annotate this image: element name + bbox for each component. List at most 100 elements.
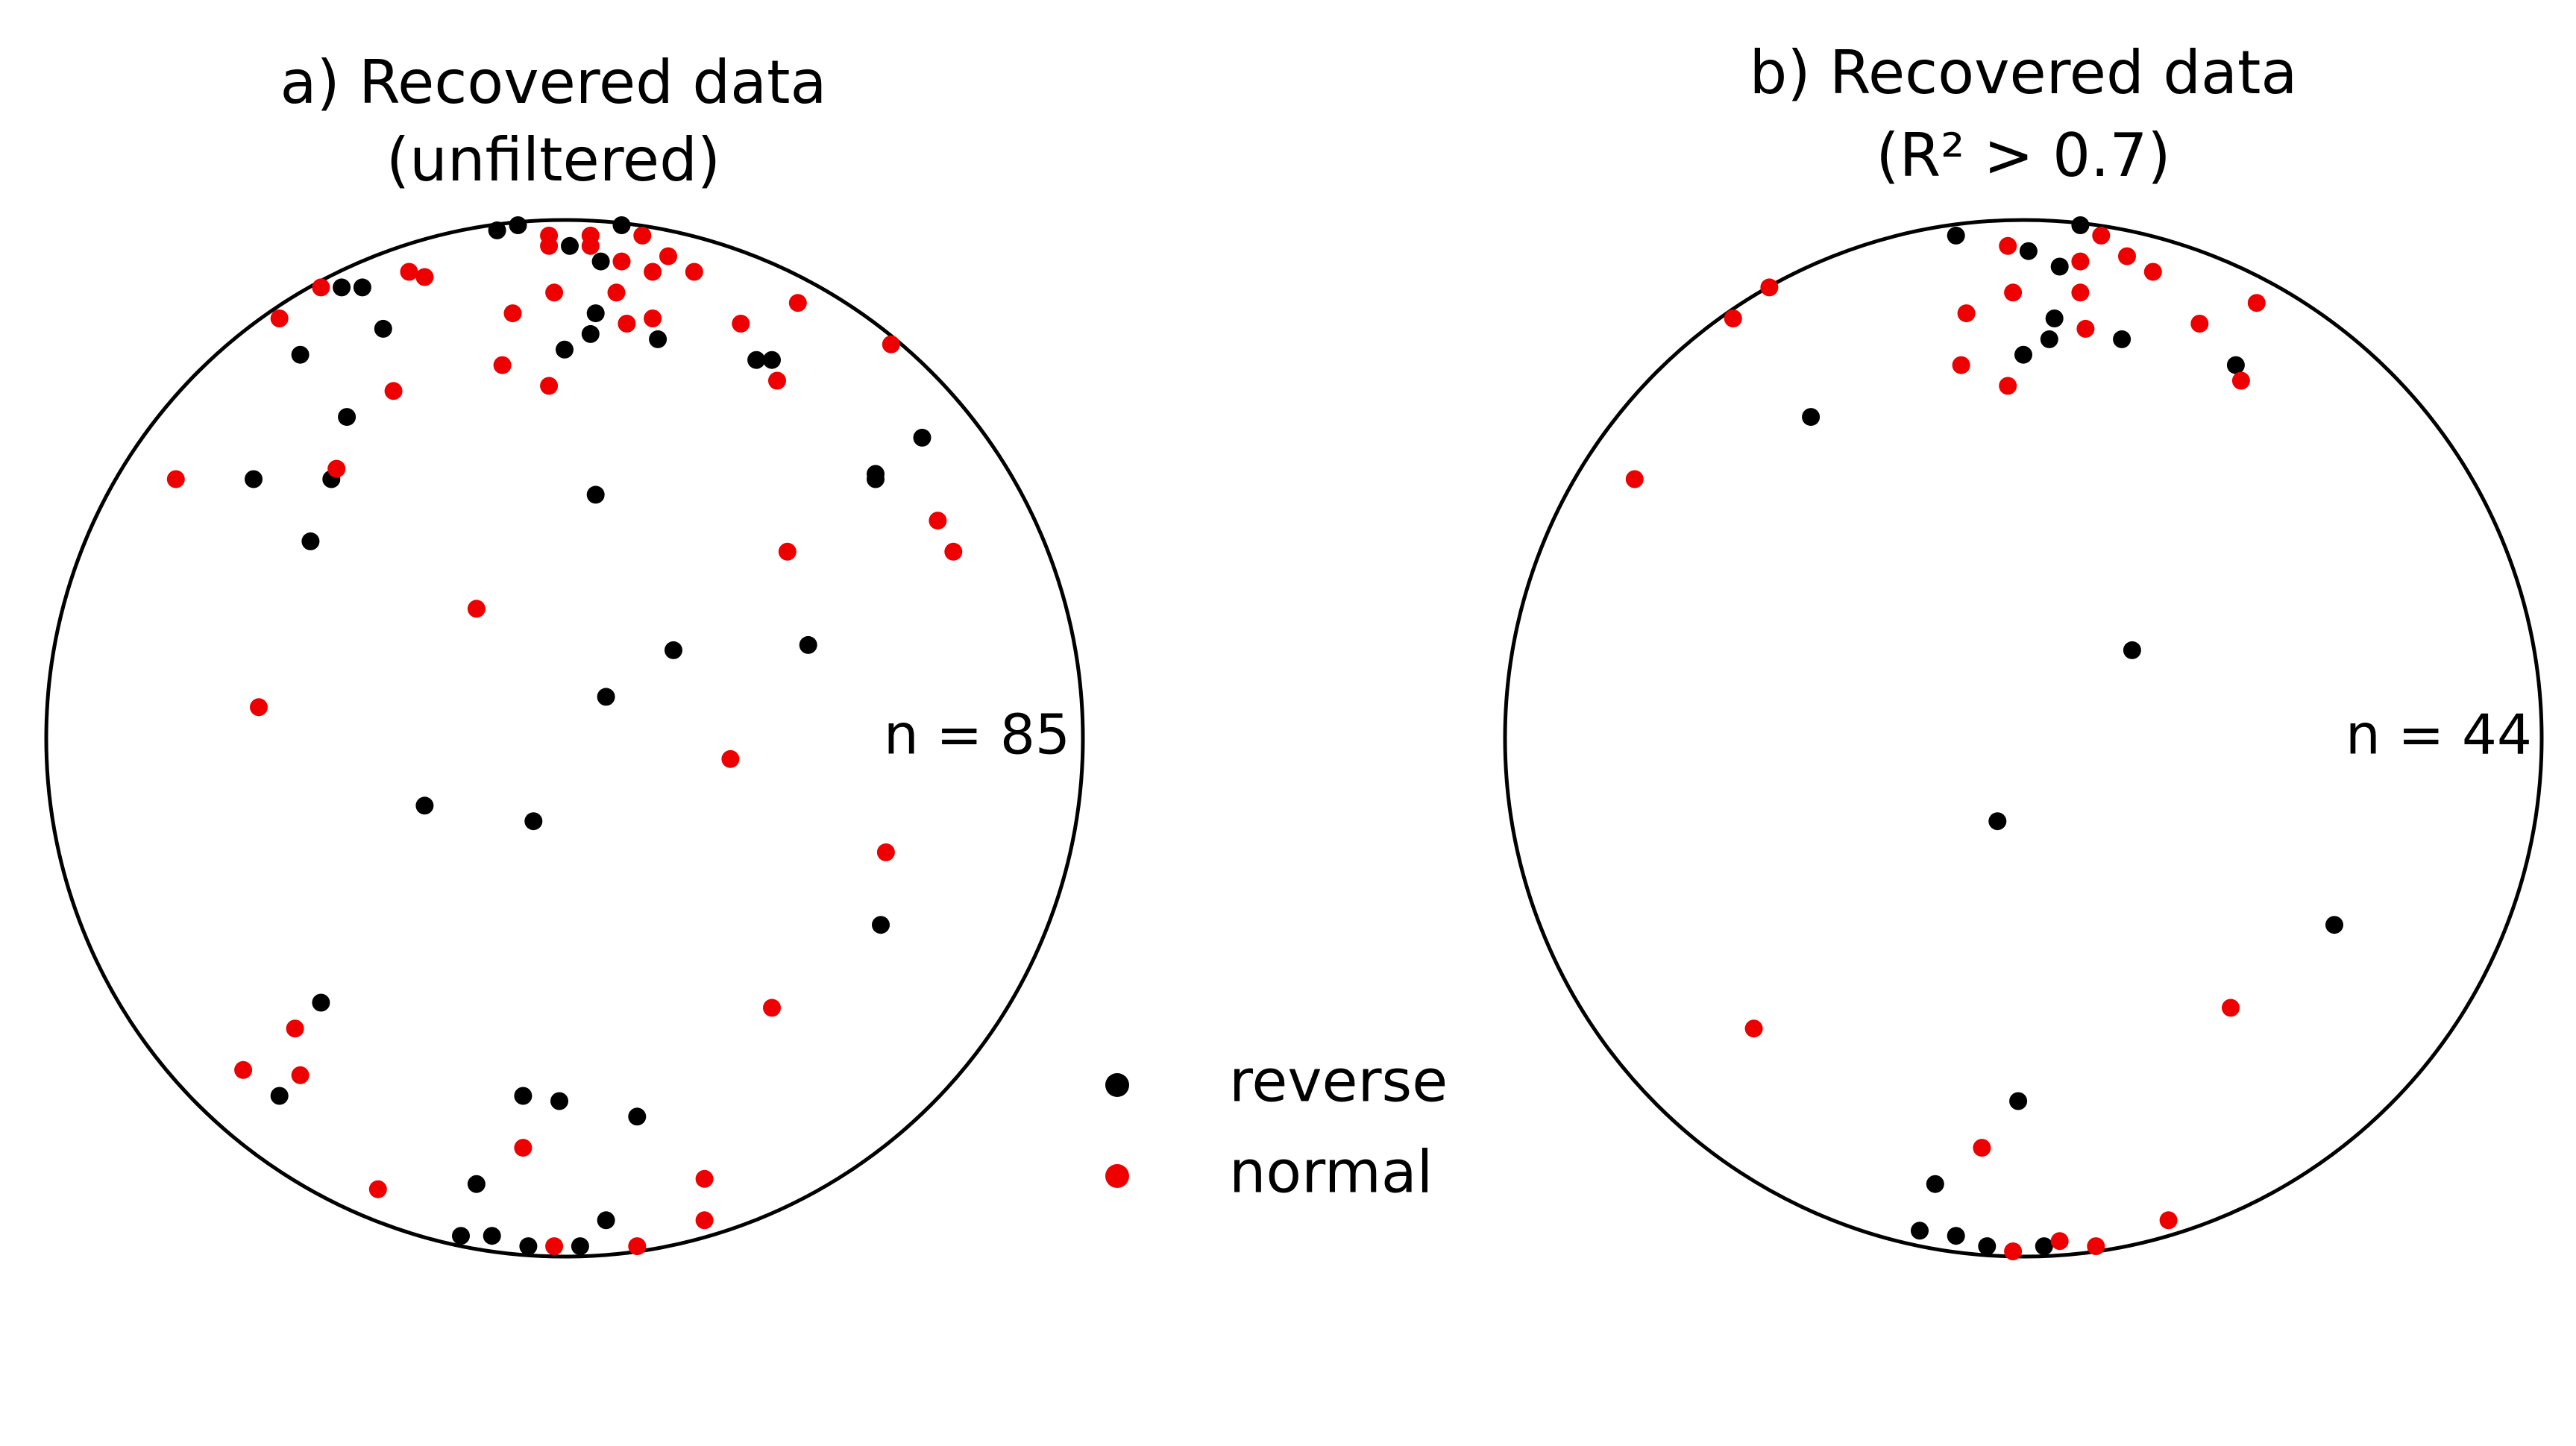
panel-a-normal-point-3 [581, 236, 600, 255]
panel-b-reverse-point-14 [1926, 1175, 1944, 1193]
panel-b-normal-point-0 [1999, 236, 2017, 255]
legend-marker-reverse [1105, 1073, 1129, 1097]
panel-a-normal-point-27 [929, 512, 947, 530]
panel-a-reverse-point-31 [514, 1087, 533, 1105]
panel-a-reverse-point-26 [415, 796, 434, 815]
panel-a-normal-point-10 [415, 268, 434, 286]
panel-a-reverse-point-36 [483, 1227, 501, 1245]
panel-a-normal-point-40 [695, 1169, 714, 1188]
panel-a-reverse-point-12 [291, 345, 310, 364]
panel-a-reverse-point-38 [571, 1237, 589, 1256]
panel-b-reverse-point-3 [2050, 257, 2069, 276]
panel-a-reverse-point-3 [561, 236, 579, 255]
panel-a-reverse-point-32 [550, 1092, 568, 1110]
panel-a-normal-point-17 [644, 309, 662, 327]
panel-a-reverse-point-16 [301, 532, 320, 550]
legend-label-reverse: reverse [1229, 1048, 1448, 1115]
panel-a-normal-point-23 [882, 335, 900, 353]
panel-b-normal-point-5 [1760, 278, 1779, 297]
panel-b-normal-point-12 [2247, 294, 2266, 312]
panel-b-points [1625, 216, 2343, 1260]
panel-a-reverse-point-27 [524, 812, 543, 831]
panel-a-normal-point-29 [778, 542, 797, 561]
panel-b-reverse-point-12 [2325, 916, 2343, 934]
panel-a-normal-point-9 [400, 263, 418, 281]
panel-b-title-line1: b) Recovered data [1750, 38, 2298, 107]
panel-b-normal-point-9 [2071, 283, 2090, 302]
panel-b-reverse-point-18 [2035, 1237, 2053, 1256]
panel-b-normal-point-6 [1724, 309, 1742, 327]
panel-b-normal-point-20 [2050, 1232, 2069, 1251]
panel-a-normal-point-19 [540, 377, 559, 395]
panel-a-reverse-point-8 [649, 330, 667, 348]
panel-b-reverse-point-2 [2019, 242, 2038, 260]
panel-a-normal-point-25 [327, 459, 346, 478]
panel-b-reverse-point-16 [1947, 1227, 1965, 1245]
panel-b-reverse-point-13 [2009, 1092, 2028, 1110]
panel-a-reverse-point-4 [591, 252, 610, 271]
panel-a-reverse-point-17 [747, 351, 766, 369]
panel-b-reverse-point-5 [2040, 330, 2058, 348]
panel-b-reverse-point-6 [2113, 330, 2132, 348]
panel-b-filtered: b) Recovered data (R² > 0.7) n = 44 [1503, 38, 2544, 1260]
panel-b-reverse-point-0 [1947, 226, 1965, 245]
panel-b-count-label: n = 44 [2346, 703, 2532, 767]
panel-b-normal-point-22 [2004, 1242, 2023, 1260]
panel-a-normal-point-30 [467, 600, 486, 618]
panel-a-normal-point-35 [286, 1019, 304, 1038]
panel-b-reverse-point-4 [2045, 309, 2064, 327]
panel-a-normal-point-42 [545, 1237, 564, 1256]
panel-b-primitive-circle [1503, 218, 2544, 1259]
panel-b-normal-point-21 [2087, 1237, 2105, 1256]
panel-a-reverse-point-19 [913, 428, 932, 447]
panel-a-reverse-point-33 [628, 1107, 647, 1126]
panel-b-normal-point-15 [2231, 371, 2250, 390]
panel-a-reverse-point-22 [586, 485, 605, 504]
panel-a-reverse-point-21 [867, 470, 885, 488]
panel-b-normal-point-19 [1973, 1139, 1991, 1157]
panel-a-normal-point-24 [384, 382, 403, 400]
panel-a-normal-point-1 [540, 236, 559, 255]
panel-a-normal-point-5 [612, 252, 631, 271]
panel-b-normal-point-7 [1957, 304, 1976, 323]
panel-a-reverse-point-23 [799, 635, 817, 654]
panel-a-reverse-point-5 [586, 304, 605, 323]
panel-b-normal-point-18 [1744, 1019, 1763, 1038]
panel-a-reverse-point-30 [270, 1087, 289, 1105]
panel-a-reverse-point-0 [488, 221, 506, 239]
panel-b-normal-point-2 [2071, 252, 2090, 271]
panel-b-normal-point-11 [2190, 315, 2209, 333]
panel-a-normal-point-39 [514, 1139, 533, 1157]
panel-a-primitive-circle [44, 218, 1085, 1259]
panel-b-normal-point-1 [2092, 226, 2111, 245]
panel-a-reverse-point-13 [338, 408, 356, 427]
panel-a-normal-point-15 [607, 283, 626, 302]
panel-a-normal-point-7 [659, 247, 677, 265]
panel-a-normal-point-16 [618, 315, 636, 333]
panel-b-reverse-point-17 [1978, 1237, 1997, 1256]
panel-b-reverse-point-7 [2014, 345, 2032, 364]
panel-a-normal-point-26 [166, 470, 185, 488]
panel-a-normal-point-37 [291, 1066, 310, 1084]
panel-a-normal-point-34 [763, 999, 781, 1017]
panel-a-normal-point-33 [876, 843, 895, 861]
panel-a-normal-point-21 [788, 294, 807, 312]
panel-a-reverse-point-25 [597, 688, 615, 706]
panel-a-normal-point-28 [944, 542, 963, 561]
panel-a-normal-point-18 [493, 356, 512, 374]
panel-a-title-line1: a) Recovered data [280, 48, 826, 117]
panel-a-normal-point-8 [685, 263, 703, 281]
panel-a-reverse-point-10 [353, 278, 371, 297]
panel-a-reverse-point-37 [519, 1237, 538, 1256]
panel-a-reverse-point-35 [452, 1227, 470, 1245]
panel-b-normal-point-14 [1999, 377, 2017, 395]
panel-a-normal-point-31 [250, 698, 268, 717]
panel-a-reverse-point-24 [665, 641, 682, 659]
panel-a-normal-point-43 [628, 1237, 647, 1256]
panel-a-normal-point-36 [234, 1060, 253, 1079]
panel-b-normal-point-17 [2222, 999, 2240, 1017]
legend-marker-normal [1105, 1164, 1129, 1188]
panel-a-normal-point-38 [368, 1180, 387, 1198]
